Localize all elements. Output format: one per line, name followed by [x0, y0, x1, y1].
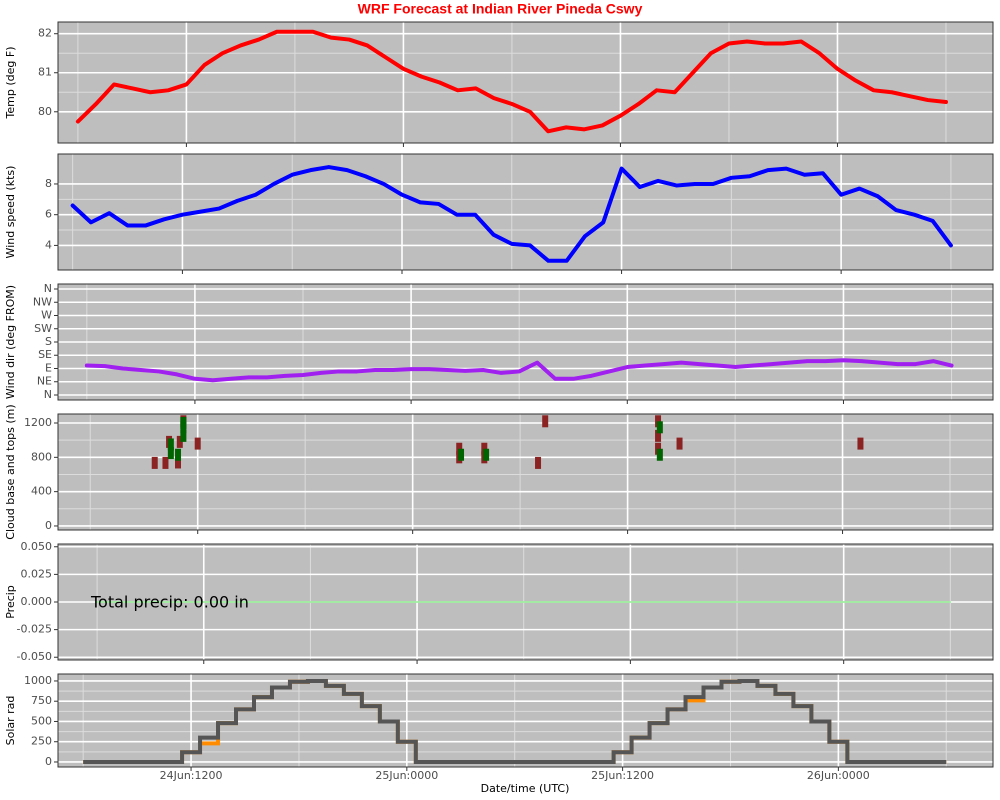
y-axis-title: Wind dir (deg FROM)	[4, 285, 17, 399]
y-tick-label: SE	[38, 348, 52, 361]
annotation: Total precip: 0.00 in	[90, 593, 249, 612]
y-tick-label: NW	[33, 295, 52, 308]
panel-background	[58, 22, 993, 143]
y-tick-label: W	[41, 309, 52, 322]
y-axis-title: Temp (deg F)	[4, 47, 17, 120]
cloud-mark	[167, 438, 174, 451]
x-tick-label: 24Jun:1200	[160, 769, 223, 782]
panel-background	[58, 414, 993, 530]
x-axis-title: Date/time (UTC)	[481, 782, 570, 795]
cloud-mark	[176, 435, 183, 448]
cloud-mark	[194, 437, 201, 450]
y-tick-label: E	[45, 361, 52, 374]
cloud-mark	[542, 415, 549, 428]
cloud-mark	[162, 456, 169, 469]
cloud-mark	[535, 456, 542, 469]
cloud-mark	[180, 417, 187, 430]
cloud-mark	[676, 437, 683, 450]
panel-border	[57, 153, 994, 271]
y-tick-label: 82	[38, 27, 52, 40]
y-tick-label: 500	[31, 714, 52, 727]
y-tick-label: 80	[38, 105, 52, 118]
cloud-mark	[656, 421, 663, 434]
y-tick-label: 0.050	[21, 540, 53, 553]
y-tick-label: 0	[45, 519, 52, 532]
chart-title: WRF Forecast at Indian River Pineda Cswy	[358, 1, 643, 17]
y-axis-title: Wind speed (kts)	[4, 166, 17, 259]
cloud-mark	[167, 447, 174, 460]
panel-border	[57, 673, 994, 768]
x-tick-label: 25Jun:0000	[375, 769, 438, 782]
y-tick-label: 250	[31, 735, 52, 748]
panel-border	[57, 21, 994, 144]
cloud-mark	[175, 448, 182, 461]
cloud-mark	[857, 437, 864, 450]
y-tick-label: 400	[31, 485, 52, 498]
cloud-mark	[655, 415, 662, 428]
cloud-mark	[481, 442, 488, 455]
y-tick-label: 1000	[24, 674, 52, 687]
y-tick-label: S	[45, 335, 52, 348]
y-tick-label: 6	[45, 208, 52, 221]
data-line	[75, 29, 948, 134]
data-line	[70, 165, 953, 263]
cloud-mark	[456, 442, 463, 455]
cloud-mark	[655, 442, 662, 455]
cloud-mark	[483, 448, 490, 461]
cloud-mark	[655, 429, 662, 442]
cloud-mark	[458, 448, 465, 461]
y-tick-label: N	[44, 282, 52, 295]
step-line	[83, 678, 947, 764]
panel-border	[57, 283, 994, 401]
data-line	[84, 358, 954, 383]
y-axis-title: Precip	[4, 585, 17, 619]
y-tick-label: 0.025	[21, 567, 53, 580]
x-tick-label: 25Jun:1200	[591, 769, 654, 782]
y-tick-label: 1200	[24, 416, 52, 429]
y-tick-label: -0.050	[17, 650, 52, 663]
y-axis-title: Cloud base and tops (m)	[4, 404, 17, 539]
y-tick-label: NE	[37, 375, 52, 388]
cloud-mark	[175, 456, 182, 469]
y-tick-label: 750	[31, 694, 52, 707]
y-axis-title: Solar rad	[4, 696, 17, 746]
y-tick-label: N	[44, 388, 52, 401]
y-tick-label: 0.000	[21, 595, 53, 608]
y-tick-label: 800	[31, 450, 52, 463]
cloud-mark	[151, 456, 158, 469]
panel-border	[57, 413, 994, 531]
y-tick-label: 4	[45, 238, 52, 251]
y-tick-label: 81	[38, 66, 52, 79]
y-tick-label: 8	[45, 177, 52, 190]
y-tick-label: -0.025	[17, 623, 52, 636]
x-tick-label: 26Jun:0000	[807, 769, 870, 782]
y-tick-label: 0	[45, 755, 52, 768]
panel-border	[57, 543, 994, 661]
cloud-mark	[656, 448, 663, 461]
panel-background	[58, 154, 993, 270]
y-tick-label: SW	[34, 322, 52, 335]
cloud-mark	[180, 429, 187, 442]
